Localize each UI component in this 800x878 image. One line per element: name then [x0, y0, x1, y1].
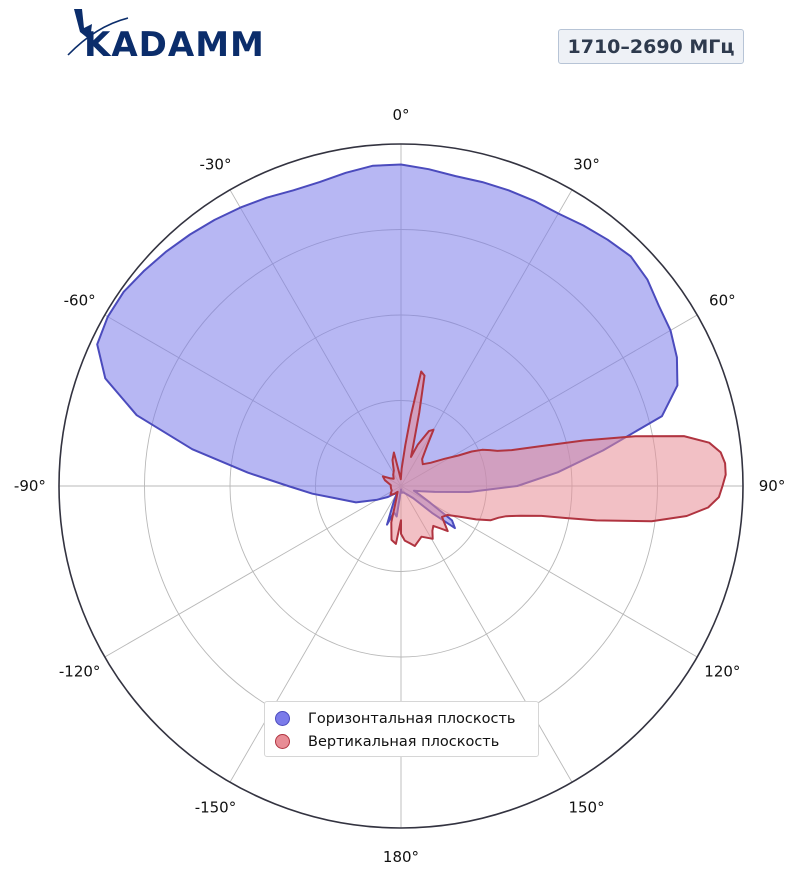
outer-axis-ring	[58, 143, 744, 829]
angle-tick-label: 150°	[568, 798, 604, 816]
angle-tick-label: 180°	[383, 848, 419, 866]
angle-tick-label: 120°	[704, 663, 740, 681]
angle-tick-label: 60°	[709, 291, 736, 309]
legend-label-horizontal: Горизонтальная плоскость	[308, 710, 516, 727]
angle-tick-label: 90°	[759, 477, 786, 495]
angle-tick-label: -150°	[195, 798, 237, 816]
logo-antenna-icon	[74, 9, 92, 40]
logo-swoosh-icon	[67, 17, 129, 56]
angular-grid-line	[229, 485, 402, 783]
legend-item-vertical: Вертикальная плоскость	[275, 730, 530, 753]
series-area-vertical	[381, 370, 727, 547]
series-layer	[96, 163, 727, 547]
angle-tick-label: -90°	[14, 477, 46, 495]
angle-tick-label: -30°	[199, 156, 231, 174]
angle-tick-label: 0°	[392, 106, 409, 124]
legend-marker-horizontal	[275, 711, 290, 726]
logo-text: KADAMM	[84, 25, 265, 65]
angle-tick-label: -60°	[64, 291, 96, 309]
legend-item-horizontal: Горизонтальная плоскость	[275, 707, 530, 730]
kadamm-logo: KADAMM	[67, 9, 265, 65]
angular-grid-line	[104, 485, 402, 658]
angle-tick-label: 30°	[573, 156, 600, 174]
angle-ticks: 0° 30° 60° 90° 120° 150° 180° -150° -120° -90° -60…	[14, 106, 785, 866]
legend: Горизонтальная плоскость Вертикальная пл…	[264, 701, 539, 757]
legend-label-vertical: Вертикальная плоскость	[308, 733, 500, 750]
legend-marker-vertical	[275, 734, 290, 749]
angle-tick-label: -120°	[59, 663, 101, 681]
frequency-band-badge: 1710–2690 МГц	[558, 29, 744, 64]
